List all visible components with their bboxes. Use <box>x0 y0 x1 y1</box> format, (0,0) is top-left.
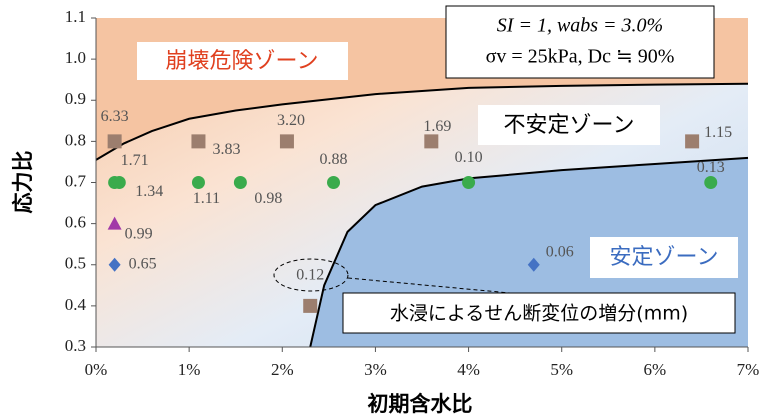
x-tick-label: 5% <box>550 360 573 379</box>
x-tick-label: 4% <box>457 360 480 379</box>
marker <box>704 176 718 189</box>
marker <box>112 176 126 189</box>
callout-ellipse <box>273 258 349 292</box>
marker <box>191 134 206 149</box>
point-label: 0.10 <box>455 149 483 166</box>
zone-label: 安定ゾーン <box>610 245 719 270</box>
boundary-line <box>95 82 749 161</box>
y-tick-label: 1.0 <box>65 48 86 67</box>
y-tick-label: 0.3 <box>65 336 86 355</box>
point-label: 1.15 <box>704 124 732 141</box>
point-label: 1.71 <box>121 152 149 169</box>
zone-label-box <box>590 237 738 278</box>
point-label: 3.83 <box>212 141 240 158</box>
x-axis-title: 初期含水比 <box>368 392 473 416</box>
marker <box>107 134 122 149</box>
point-label: 1.11 <box>193 190 220 207</box>
y-tick-label: 0.7 <box>65 171 87 190</box>
conditions-text: SI = 1, wabs = 3.0% <box>497 15 663 37</box>
point-label: 1.34 <box>135 183 163 200</box>
callout-line <box>347 277 511 294</box>
point-label: 0.06 <box>546 243 574 260</box>
y-axis-title: 応力比 <box>11 151 35 214</box>
y-tick-label: 0.6 <box>65 213 86 232</box>
note-box <box>342 292 736 334</box>
marker <box>527 257 540 272</box>
marker <box>108 257 121 272</box>
boundary-line <box>309 156 749 348</box>
point-label: 3.20 <box>277 112 305 129</box>
marker <box>462 176 476 189</box>
x-tick-label: 1% <box>178 360 201 379</box>
y-tick-label: 0.9 <box>65 89 86 108</box>
conditions-box <box>445 5 715 79</box>
zone-label-box <box>137 42 348 80</box>
marker <box>279 134 294 149</box>
point-label: 0.65 <box>129 255 157 272</box>
point-label: 0.12 <box>296 267 324 284</box>
marker <box>303 298 318 313</box>
marker <box>107 216 122 230</box>
marker <box>191 176 205 189</box>
conditions-text: σv = 25kPa, Dc ≒ 90% <box>486 46 675 68</box>
point-label: 1.69 <box>423 118 451 135</box>
zone-label: 不安定ゾーン <box>504 113 635 138</box>
marker <box>233 176 247 189</box>
marker <box>327 176 341 189</box>
x-tick-label: 7% <box>737 360 760 379</box>
point-label: 0.13 <box>697 159 725 176</box>
y-tick-label: 0.8 <box>65 130 86 149</box>
point-label: 0.88 <box>320 151 348 168</box>
x-tick-label: 3% <box>364 360 387 379</box>
y-tick-label: 1.1 <box>65 7 86 26</box>
point-label: 0.99 <box>125 225 153 242</box>
point-label: 0.98 <box>254 190 282 207</box>
x-tick-label: 6% <box>644 360 667 379</box>
y-tick-label: 0.5 <box>65 254 86 273</box>
point-label: 6.33 <box>101 108 129 125</box>
note-text: 水浸によるせん断変位の増分(mm) <box>390 303 688 325</box>
x-tick-label: 0% <box>85 360 108 379</box>
marker <box>424 134 439 149</box>
y-tick-label: 0.4 <box>65 295 87 314</box>
zone-label-box <box>478 105 660 145</box>
zone-label: 崩壊危険ゾーン <box>166 49 319 74</box>
x-tick-label: 2% <box>271 360 294 379</box>
marker <box>685 134 700 149</box>
